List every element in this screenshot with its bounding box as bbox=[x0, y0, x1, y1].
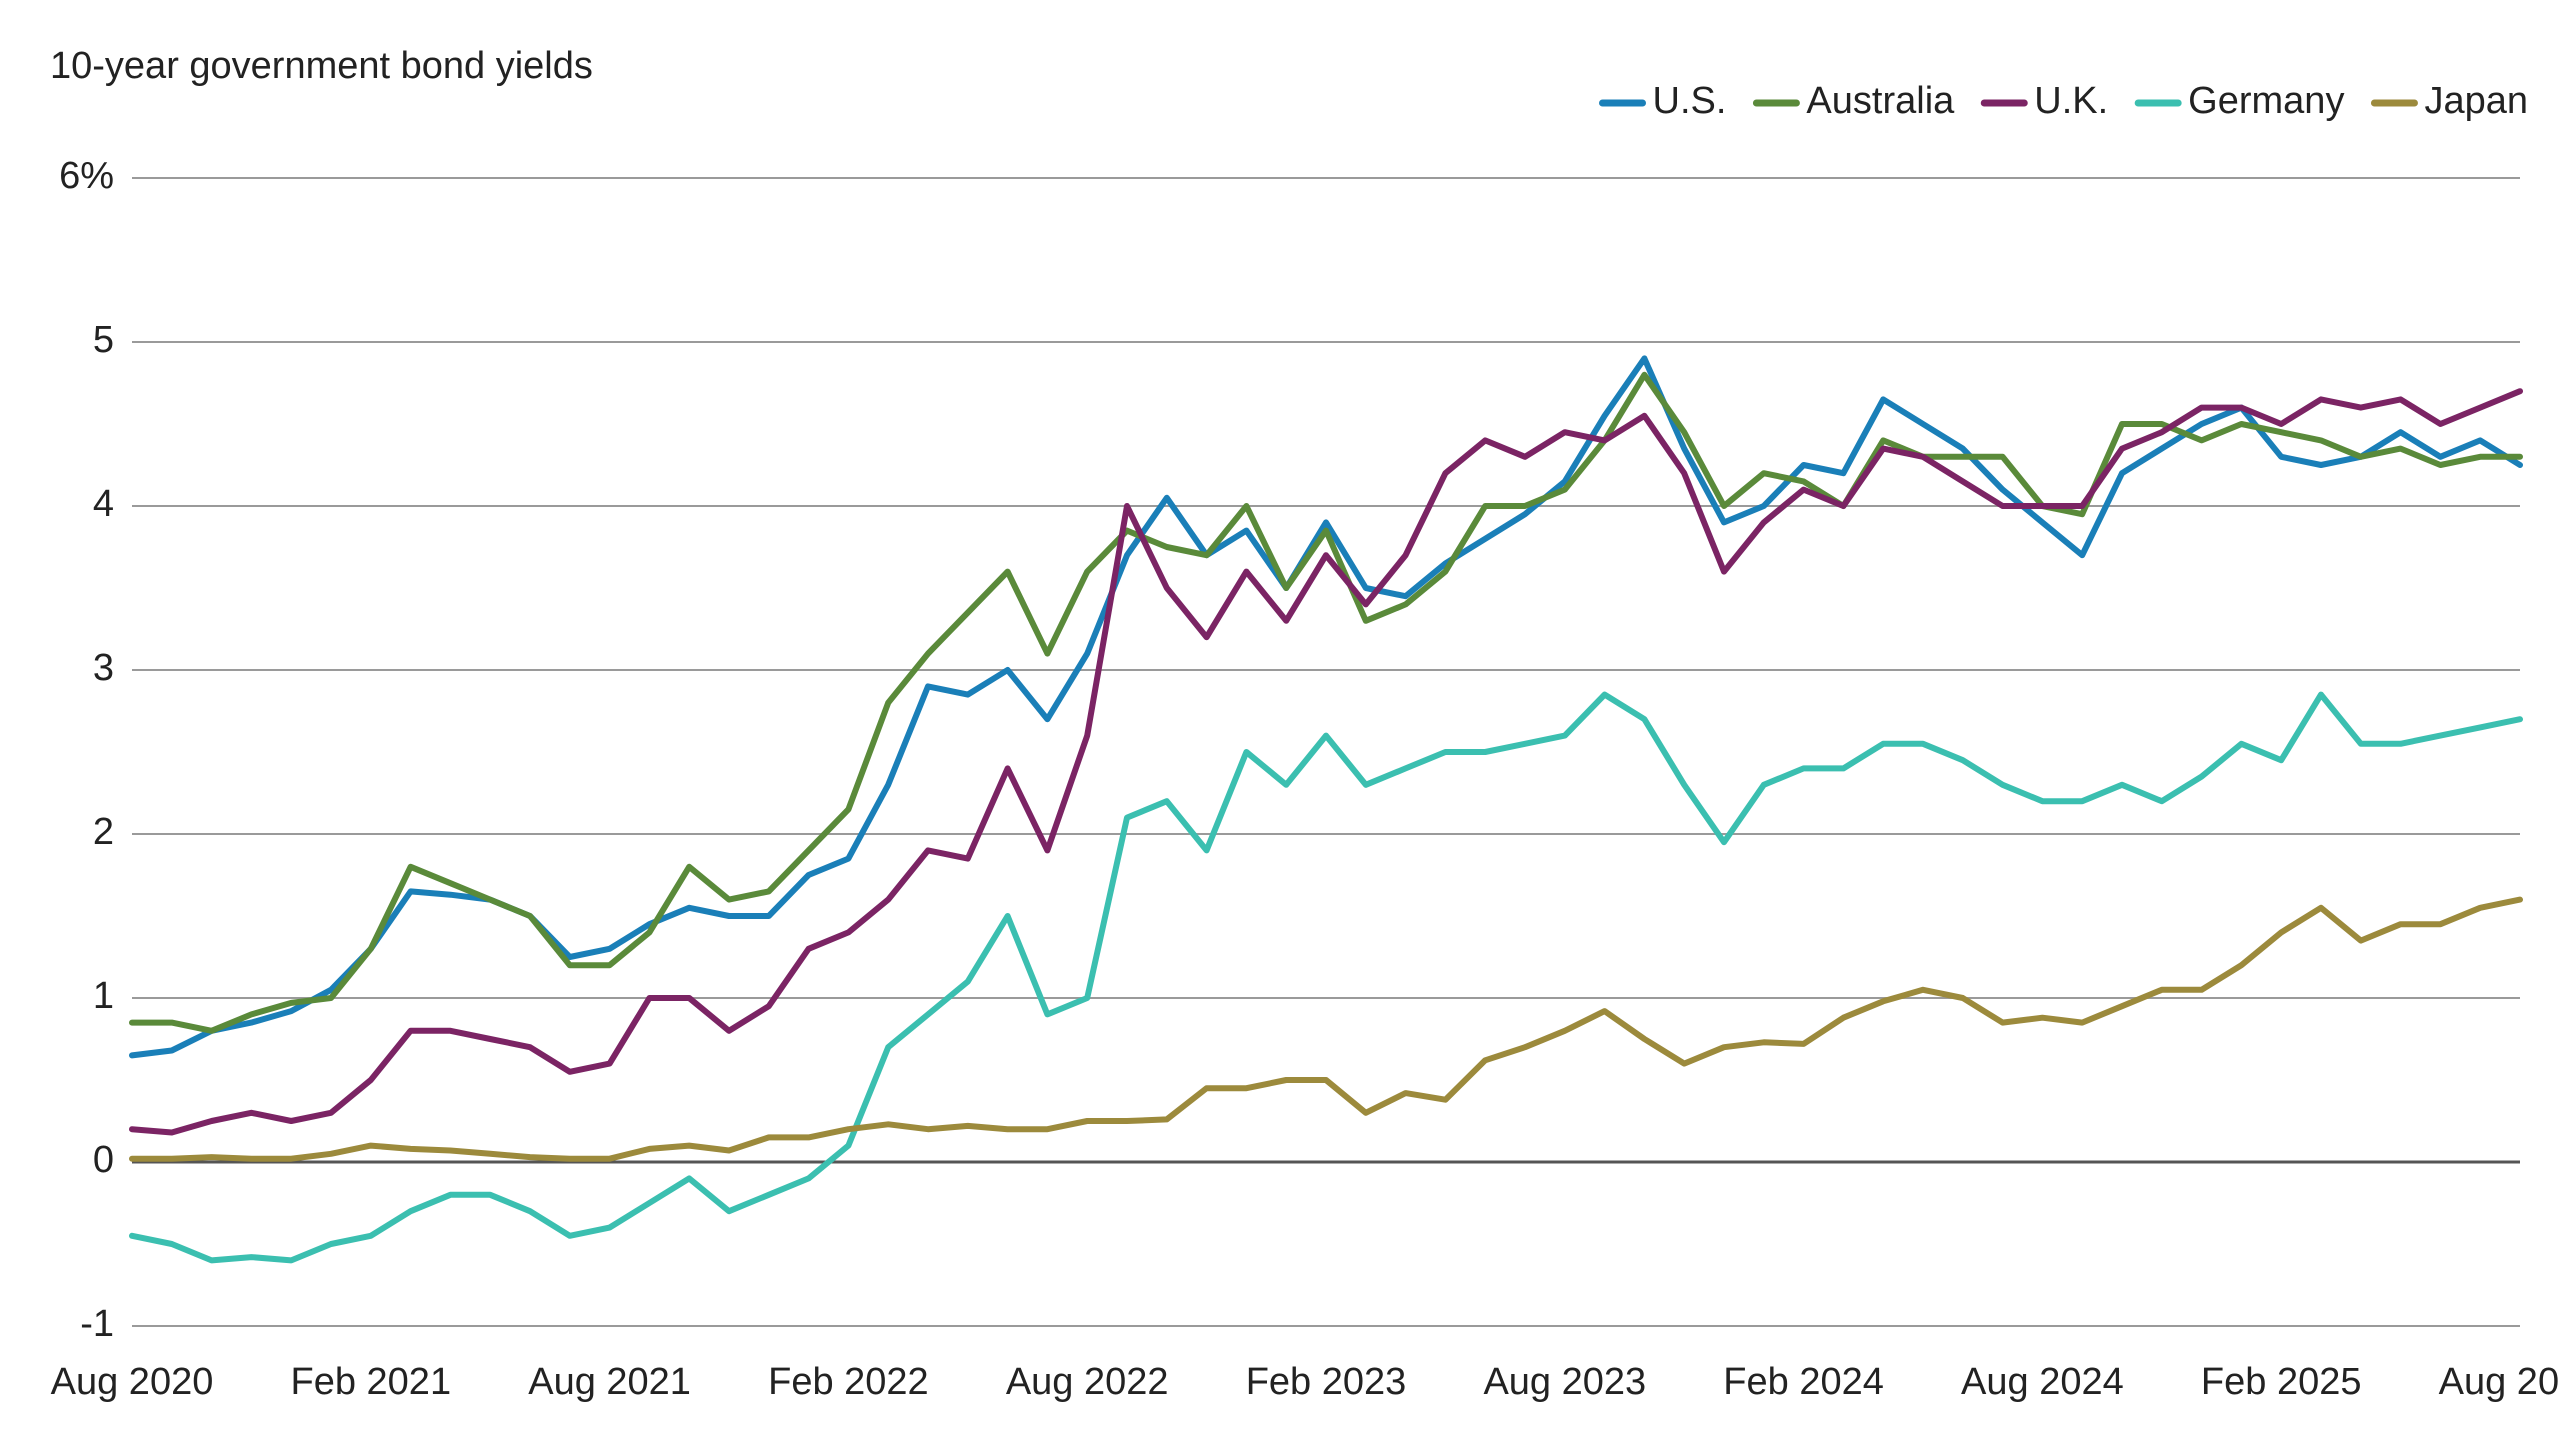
x-tick-label: Aug 2024 bbox=[1961, 1361, 2124, 1403]
x-tick-label: Feb 2022 bbox=[768, 1361, 929, 1403]
y-tick-label: 3 bbox=[93, 647, 114, 689]
y-tick-label: 6% bbox=[59, 155, 114, 197]
y-tick-label: 2 bbox=[93, 811, 114, 853]
series-line bbox=[129, 355, 2523, 1059]
chart-title: 10-year government bond yields bbox=[50, 45, 593, 87]
x-tick-label: Aug 2023 bbox=[1483, 1361, 1646, 1403]
legend-label: Japan bbox=[2424, 80, 2528, 122]
x-tick-label: Aug 2020 bbox=[51, 1361, 214, 1403]
y-tick-label: 0 bbox=[93, 1139, 114, 1181]
x-tick-label: Feb 2025 bbox=[2201, 1361, 2362, 1403]
legend-label: U.S. bbox=[1653, 80, 1727, 122]
series-line bbox=[129, 691, 2523, 1264]
legend-label: Germany bbox=[2188, 80, 2344, 122]
x-tick-label: Feb 2024 bbox=[1723, 1361, 1884, 1403]
series-line bbox=[129, 388, 2523, 1136]
x-tick-label: Feb 2021 bbox=[291, 1361, 452, 1403]
y-tick-label: -1 bbox=[80, 1303, 114, 1345]
y-tick-label: 1 bbox=[93, 975, 114, 1017]
series-line bbox=[129, 371, 2523, 1034]
y-tick-label: 5 bbox=[93, 319, 114, 361]
legend-label: U.K. bbox=[2034, 80, 2108, 122]
y-tick-label: 4 bbox=[93, 483, 114, 525]
x-tick-label: Aug 2025 bbox=[2439, 1361, 2560, 1403]
x-tick-label: Aug 2022 bbox=[1006, 1361, 1169, 1403]
legend-label: Australia bbox=[1806, 80, 1955, 122]
series-line bbox=[129, 896, 2523, 1162]
x-tick-label: Aug 2021 bbox=[528, 1361, 691, 1403]
x-tick-label: Feb 2023 bbox=[1246, 1361, 1407, 1403]
